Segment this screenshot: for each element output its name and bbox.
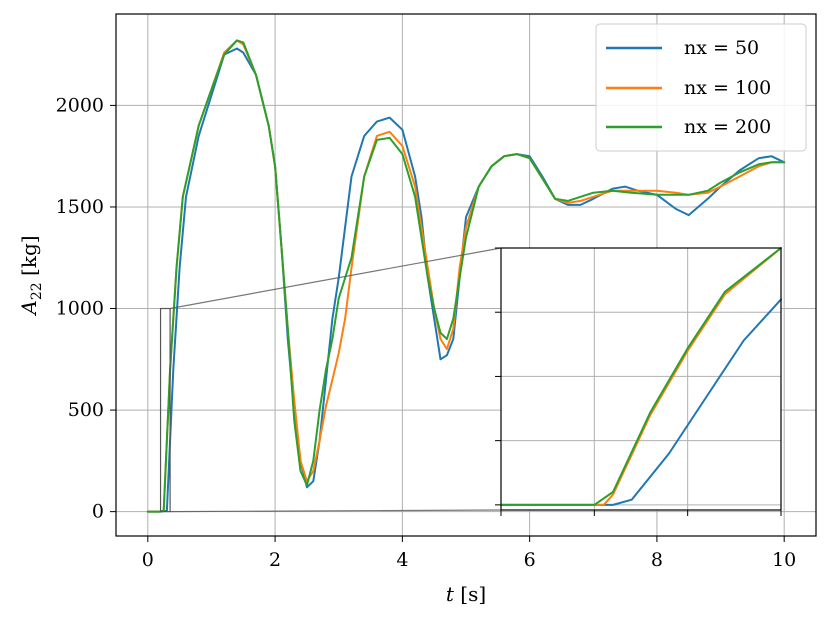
- y-tick-label: 0: [92, 501, 104, 523]
- x-tick-label: 2: [269, 549, 281, 571]
- inset-series-line-3: [500, 247, 782, 506]
- tick-marks: [110, 104, 785, 542]
- legend-label-nx-100: nx = 100: [684, 77, 771, 99]
- x-tick-label: 8: [651, 549, 663, 571]
- x-tick-label: 6: [524, 549, 536, 571]
- zoom-indicator: [159, 247, 502, 513]
- inset-series-line-2: [500, 247, 782, 506]
- x-tick-label: 10: [772, 549, 796, 571]
- y-axis-label: A22 [kg]: [17, 235, 45, 316]
- zoom-connector-top: [169, 247, 502, 310]
- series-line-1: [146, 47, 786, 513]
- y-tick-label: 500: [68, 399, 104, 421]
- plot-frame: [115, 13, 817, 537]
- legend: nx = 50 nx = 100 nx = 200: [595, 23, 807, 152]
- tick-labels: 0 2 4 6 8 10 0 500 1000 1500 2000: [56, 94, 797, 571]
- inset-axes: [495, 247, 782, 516]
- y-tick-label: 1500: [56, 196, 104, 218]
- legend-label-nx-200: nx = 200: [684, 116, 771, 138]
- legend-label-nx-50: nx = 50: [684, 37, 759, 59]
- zoom-connector-bottom: [170, 509, 502, 513]
- zoom-box: [159, 307, 171, 513]
- inset-frame: [500, 247, 782, 511]
- series-line-3: [146, 39, 786, 513]
- x-tick-label: 0: [142, 549, 154, 571]
- series-group: [146, 39, 786, 513]
- inset-series-line-1: [500, 298, 782, 506]
- inset-background: [501, 248, 781, 510]
- x-tick-label: 4: [396, 549, 408, 571]
- legend-box: [595, 23, 807, 152]
- y-tick-label: 1000: [56, 298, 104, 320]
- y-tick-label: 2000: [56, 94, 104, 116]
- x-axis-label: t [s]: [446, 582, 486, 606]
